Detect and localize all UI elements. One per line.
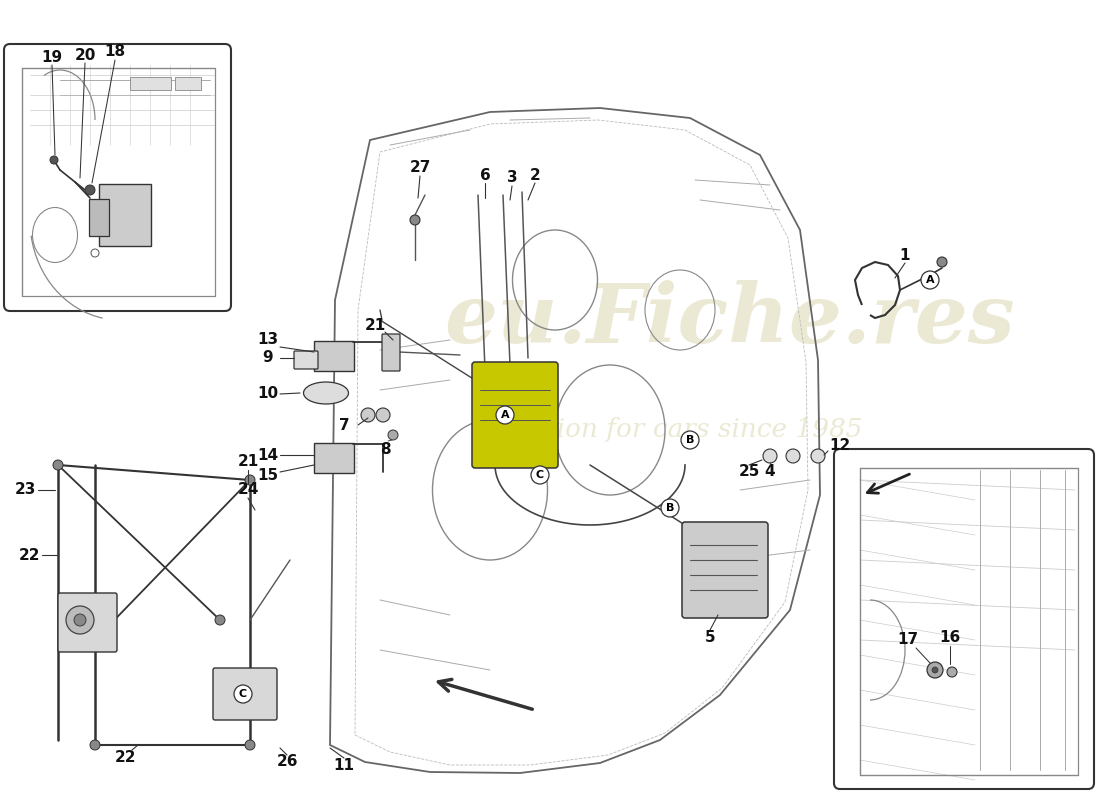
- Text: 26: 26: [276, 754, 298, 770]
- Text: 4: 4: [764, 465, 776, 479]
- Circle shape: [786, 449, 800, 463]
- Text: C: C: [239, 689, 248, 699]
- Circle shape: [91, 249, 99, 257]
- Circle shape: [811, 449, 825, 463]
- Circle shape: [531, 466, 549, 484]
- Circle shape: [245, 740, 255, 750]
- Text: 1: 1: [900, 247, 911, 262]
- Text: 8: 8: [379, 442, 390, 458]
- Circle shape: [947, 667, 957, 677]
- Circle shape: [932, 667, 938, 673]
- Text: 27: 27: [409, 161, 431, 175]
- Circle shape: [376, 408, 390, 422]
- Circle shape: [937, 257, 947, 267]
- Text: 20: 20: [75, 47, 96, 62]
- FancyBboxPatch shape: [472, 362, 558, 468]
- Circle shape: [361, 408, 375, 422]
- FancyBboxPatch shape: [382, 334, 400, 371]
- Circle shape: [388, 430, 398, 440]
- Text: 14: 14: [257, 447, 278, 462]
- Text: 21: 21: [364, 318, 386, 333]
- Text: 24: 24: [238, 482, 258, 498]
- Text: 12: 12: [829, 438, 850, 453]
- FancyBboxPatch shape: [4, 44, 231, 311]
- Text: 18: 18: [104, 45, 125, 59]
- Text: 25: 25: [738, 465, 760, 479]
- FancyBboxPatch shape: [314, 341, 354, 371]
- FancyBboxPatch shape: [834, 449, 1094, 789]
- Text: A: A: [500, 410, 509, 420]
- FancyBboxPatch shape: [682, 522, 768, 618]
- FancyBboxPatch shape: [89, 199, 109, 236]
- Circle shape: [53, 460, 63, 470]
- Text: A: A: [926, 275, 934, 285]
- Circle shape: [66, 606, 94, 634]
- FancyBboxPatch shape: [294, 351, 318, 369]
- Text: 16: 16: [939, 630, 960, 646]
- Circle shape: [214, 615, 225, 625]
- Circle shape: [496, 406, 514, 424]
- Text: 7: 7: [339, 418, 350, 433]
- Text: B: B: [666, 503, 674, 513]
- Text: eu.Fiche.res: eu.Fiche.res: [444, 280, 1015, 360]
- Text: 22: 22: [114, 750, 135, 766]
- FancyBboxPatch shape: [314, 443, 354, 473]
- Circle shape: [85, 185, 95, 195]
- Text: 23: 23: [14, 482, 35, 498]
- Text: 22: 22: [20, 547, 41, 562]
- Circle shape: [50, 156, 58, 164]
- Circle shape: [921, 271, 939, 289]
- Text: 2: 2: [529, 167, 540, 182]
- FancyBboxPatch shape: [130, 77, 170, 90]
- Text: 17: 17: [898, 633, 918, 647]
- Circle shape: [234, 685, 252, 703]
- Text: 5: 5: [705, 630, 715, 646]
- Circle shape: [245, 475, 255, 485]
- Text: 9: 9: [263, 350, 273, 366]
- Circle shape: [681, 431, 698, 449]
- Circle shape: [90, 635, 100, 645]
- Text: 21: 21: [238, 454, 258, 470]
- Text: passion for cars since 1985: passion for cars since 1985: [497, 418, 862, 442]
- Text: 19: 19: [42, 50, 63, 66]
- FancyBboxPatch shape: [175, 77, 200, 90]
- Circle shape: [410, 215, 420, 225]
- Circle shape: [661, 499, 679, 517]
- Text: 13: 13: [257, 333, 278, 347]
- Circle shape: [74, 614, 86, 626]
- Text: 6: 6: [480, 167, 491, 182]
- Text: B: B: [685, 435, 694, 445]
- Circle shape: [90, 740, 100, 750]
- Circle shape: [927, 662, 943, 678]
- Text: C: C: [536, 470, 544, 480]
- FancyBboxPatch shape: [58, 593, 117, 652]
- Circle shape: [763, 449, 777, 463]
- Text: 15: 15: [257, 467, 278, 482]
- FancyBboxPatch shape: [99, 184, 151, 246]
- Text: 3: 3: [507, 170, 517, 186]
- Text: 11: 11: [333, 758, 354, 773]
- FancyBboxPatch shape: [213, 668, 277, 720]
- Text: 10: 10: [257, 386, 278, 402]
- Ellipse shape: [304, 382, 349, 404]
